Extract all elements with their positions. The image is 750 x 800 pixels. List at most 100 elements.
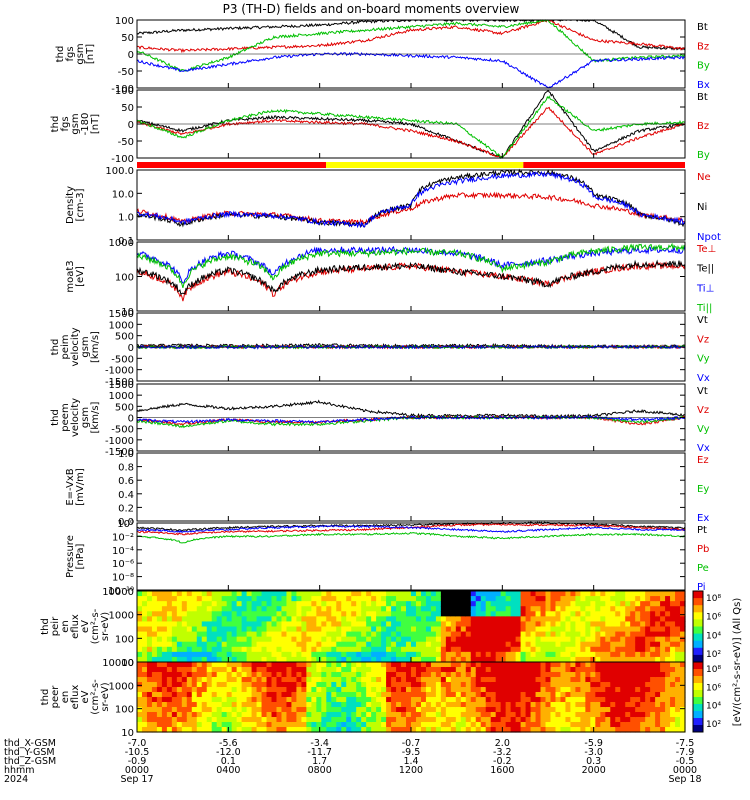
spectrogram-cell [480,667,487,673]
spectrogram-cell [460,727,467,733]
spectrogram-cell [590,727,596,733]
legend-label: Bz [697,41,709,52]
spectrogram-cell [590,636,596,643]
spectrogram-cell [560,656,567,663]
spectrogram-cell [251,636,258,643]
spectrogram-cell [480,651,487,658]
spectrogram-cell [221,596,228,602]
spectrogram-cell [530,672,537,678]
spectrogram-cell [520,702,527,708]
spectrogram-cell [271,621,278,628]
spectrogram-cell [336,621,342,628]
x-axis-value: 0800 [308,765,332,776]
spectrogram-cell [251,682,258,688]
spectrogram-cell [221,697,228,703]
spectrogram-cell [530,722,537,728]
spectrogram-cell [226,656,233,663]
spectrogram-cell [356,631,362,638]
spectrogram-cell [470,641,477,648]
spectrogram-cell [211,727,218,733]
spectrogram-cell [276,712,283,718]
spectrogram-cell [211,662,218,668]
spectrogram-cell [415,641,422,648]
spectrogram-cell [620,692,626,698]
spectrogram-cell [251,616,258,623]
spectrogram-cell [450,636,457,643]
spectrogram-cell [620,641,626,648]
spectrogram-cell [555,631,562,638]
spectrogram-cell [246,646,253,653]
spectrogram-cell [580,727,586,733]
spectrogram-cell [635,672,641,678]
spectrogram-cell [137,591,143,597]
y-axis-label: sr-eV) [100,612,111,641]
spectrogram-cell [420,667,427,673]
spectrogram-cell [346,646,352,653]
spectrogram-cell [490,611,497,617]
y-tick-label: -1500 [105,377,134,388]
spectrogram-cell [336,727,342,733]
spectrogram-cell [665,687,671,693]
spectrogram-cell [570,636,576,643]
y-tick-label: 100 [115,634,134,645]
spectrogram-cell [236,697,243,703]
spectrogram-cell [226,616,233,623]
spectrogram-cell [326,662,332,668]
legend-label: Vx [697,443,710,454]
spectrogram-cell [515,722,522,728]
spectrogram-cell [535,702,542,708]
spectrogram-cell [425,692,432,698]
spectrogram-cell [620,636,626,643]
spectrogram-cell [425,636,432,643]
spectrogram-cell [366,636,372,643]
spectrogram-cell [246,692,253,698]
y-axis-label: gsm [75,43,86,64]
spectrogram-cell [430,677,437,683]
spectrogram-cell [151,712,158,718]
series-line-Bt [136,19,686,51]
spectrogram-cell [510,606,517,612]
spectrogram-cell [196,611,203,617]
spectrogram-cell [206,722,213,728]
spectrogram-cell [440,722,447,728]
spectrogram-cell [495,626,502,633]
spectrogram-cell [650,662,656,668]
spectrogram-cell [376,687,382,693]
spectrogram-cell [615,596,621,602]
series-line-Ni [136,168,686,228]
spectrogram-cell [640,601,646,607]
spectrogram-cell [286,591,293,597]
spectrogram-cell [231,677,238,683]
spectrogram-cell [525,712,532,718]
spectrogram-cell [470,646,477,653]
spectrogram-cell [281,687,288,693]
spectrogram-cell [660,667,666,673]
spectrogram-cell [146,717,153,723]
spectrogram-cell [371,601,377,607]
spectrogram-cell [525,727,532,733]
spectrogram-cell [470,601,477,607]
spectrogram-cell [670,672,676,678]
spectrogram-cell [301,651,307,658]
spectrogram-cell [241,687,248,693]
y-tick-label: 10⁻⁶ [112,559,134,570]
spectrogram-cell [495,712,502,718]
spectrogram-cell [251,667,258,673]
spectrogram-cell [186,662,193,668]
spectrogram-cell [630,692,636,698]
spectrogram-cell [590,641,596,648]
spectrogram-cell [460,677,467,683]
spectrogram-cell [156,702,163,708]
spectrogram-cell [311,616,317,623]
spectrogram-cell [166,621,173,628]
spectrogram-cell [625,641,631,648]
spectrogram-cell [166,611,173,617]
spectrogram-cell [146,651,153,658]
spectrogram-cell [660,641,666,648]
spectrogram-cell [216,621,223,628]
colorbar-cell [693,619,703,627]
spectrogram-cell [595,611,601,617]
spectrogram-cell [510,601,517,607]
spectrogram-cell [381,722,387,728]
y-axis-label: [nT] [90,114,101,134]
